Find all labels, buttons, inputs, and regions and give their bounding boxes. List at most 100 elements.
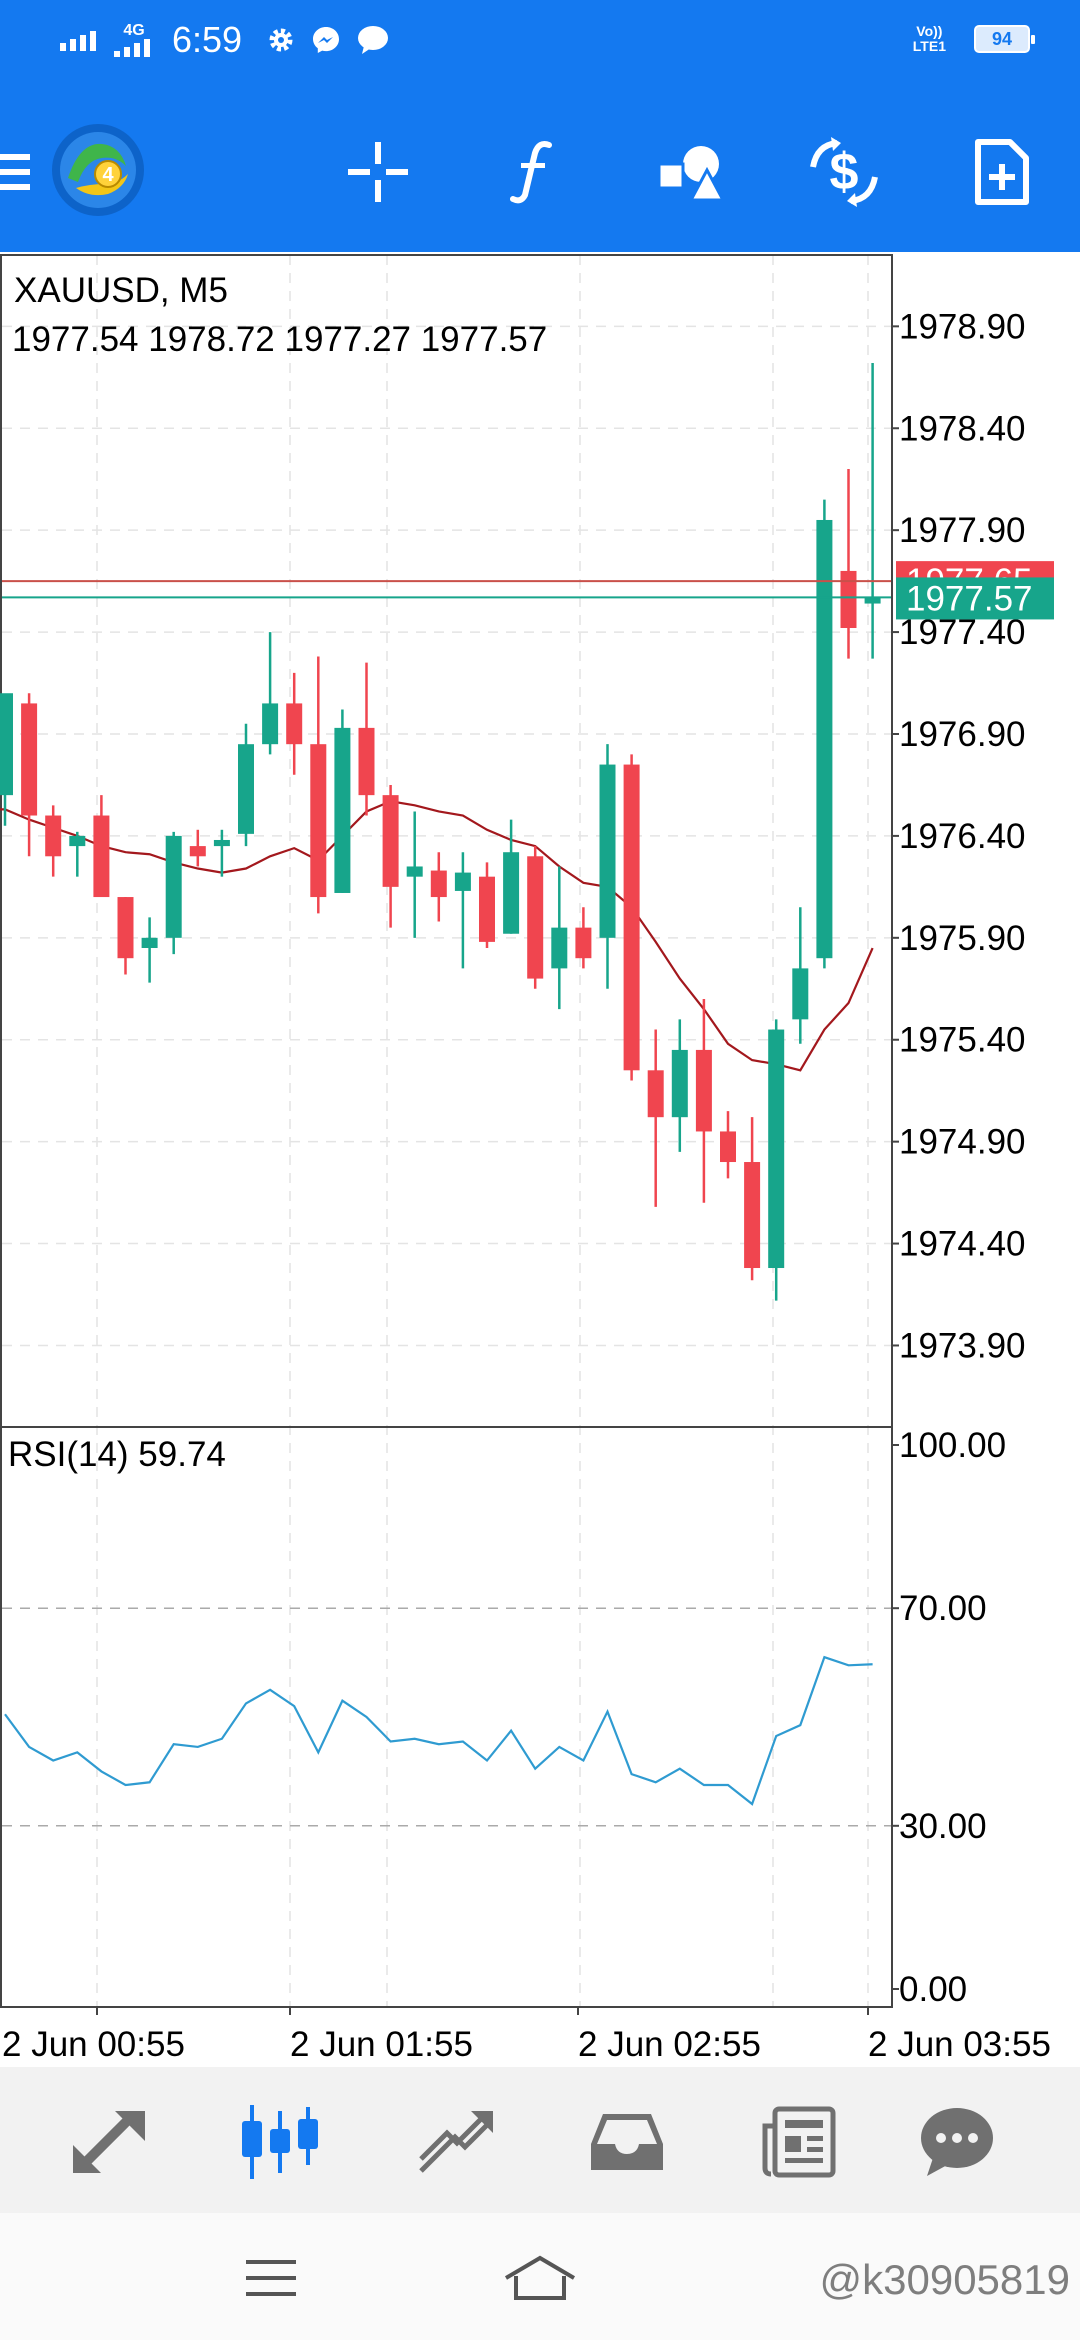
price-axis-label: 1975.90 [899,919,1026,958]
candle-body [720,1131,736,1163]
candle-body [695,1049,712,1132]
trade-tab[interactable] [413,2100,497,2184]
news-tab[interactable] [757,2100,841,2184]
candle-body [647,1070,664,1118]
bid-price-label: 1977.57 [906,579,1033,618]
rsi-axis-label: 100.00 [899,1426,1006,1465]
candle-body [358,727,375,796]
top-toolbar: 4 $ [0,90,1080,252]
trade-trend-icon [419,2111,493,2173]
candle-layer [0,363,881,1301]
candle-body [671,1049,688,1118]
ohlc-values: 1977.54 1978.72 1977.27 1977.57 [12,320,547,359]
time-axis-label: 2 Jun 02:55 [578,2025,761,2064]
quotes-tab[interactable] [67,2100,151,2184]
candle-body [141,937,158,949]
candle-body [840,570,857,629]
settings-gear-icon [269,28,293,52]
chat-bubble-icon [358,26,389,54]
indicators-button[interactable] [492,130,576,214]
svg-text:$: $ [830,143,859,201]
price-axis-label: 1977.40 [899,613,1026,652]
candle-body [334,727,351,893]
candle-body [864,597,881,604]
candle-body [0,693,13,796]
app-logo[interactable]: 4 [48,120,148,220]
rsi-chart-frame [0,1426,893,2008]
candle-body [768,1029,785,1269]
rsi-line [4,1655,873,1806]
candle-body [262,703,279,745]
history-tab[interactable] [585,2100,669,2184]
rsi-layer [4,1655,873,1806]
candle-body [503,852,520,934]
candle-body [310,744,327,898]
candle-body [599,764,616,938]
menu-button[interactable] [0,130,40,214]
home-button[interactable] [495,2243,585,2313]
time-axis-label: 2 Jun 01:55 [290,2025,473,2064]
price-axis-label: 1974.40 [899,1225,1026,1264]
news-icon [762,2106,836,2178]
rsi-title: RSI(14) 59.74 [8,1435,226,1474]
candle-body [238,744,254,834]
candle-body [551,927,568,969]
chat-icon [921,2108,993,2176]
candle-body [213,839,230,847]
objects-button[interactable] [648,130,732,214]
battery-indicator: 94 [974,25,1035,53]
crosshair-button[interactable] [336,130,420,214]
candle-body [117,897,134,959]
price-axis-label: 1976.90 [899,715,1026,754]
price-axis-label: 1975.40 [899,1021,1026,1060]
price-axis-label: 1973.90 [899,1326,1026,1365]
new-order-button[interactable] [960,130,1044,214]
chart-tab[interactable] [238,2100,322,2184]
candle-body [527,856,544,979]
status-bar: 4G 6:59 Vo)) LTE1 94 [0,0,1080,90]
menu-lines-icon [246,2260,296,2296]
axis-layer: 1978.90 1978.40 1977.90 1977.40 1976.90 1976.… [2,307,1054,2064]
candle-body [21,703,38,816]
home-icon [504,2255,576,2300]
candle-body [165,835,182,938]
trade-button[interactable]: $ [802,130,886,214]
quotes-arrows-icon [73,2111,145,2173]
candle-body [189,846,206,857]
symbol-title: XAUUSD, M5 [14,271,228,310]
volte-indicator: Vo)) LTE1 [912,23,946,54]
candle-body [93,815,110,898]
candle-body [744,1162,761,1269]
price-axis-label: 1974.90 [899,1123,1026,1162]
network-type: 4G [123,22,145,39]
candle-body [816,519,833,959]
candle-body [406,866,423,877]
system-nav-bar: @k30905819 [0,2213,1080,2340]
metatrader-logo: 4 [52,124,144,216]
recent-apps-button[interactable] [226,2243,316,2313]
function-icon [510,141,552,204]
candle-body [479,876,495,942]
candle-body [45,815,62,857]
price-axis-label: 1978.40 [899,409,1026,448]
bid-price-tag [896,577,1054,620]
ma-layer [0,800,874,1072]
signal-icon-2 [114,39,150,57]
moving-average-line [0,800,874,1072]
chart-area[interactable]: 1978.90 1978.40 1977.90 1977.40 1976.90 1976.… [0,252,1080,2067]
candle-body [382,795,399,887]
time-axis-label: 2 Jun 00:55 [2,2025,185,2064]
rsi-axis-label: 0.00 [899,1970,967,2009]
bottom-tab-bar [0,2067,1080,2213]
candles-icon [242,2105,318,2179]
candle-body [792,968,809,1020]
rsi-axis-label: 30.00 [899,1807,987,1846]
chart-svg[interactable]: 1978.90 1978.40 1977.90 1977.40 1976.90 1976.… [0,252,1080,2067]
candle-body [575,927,592,959]
time-axis-label: 2 Jun 03:55 [868,2025,1051,2064]
candle-body [454,872,471,891]
svg-text:4: 4 [102,164,114,186]
new-order-icon [975,139,1029,205]
watermark: @k30905819 [819,2256,1070,2303]
chat-tab[interactable] [915,2100,999,2184]
